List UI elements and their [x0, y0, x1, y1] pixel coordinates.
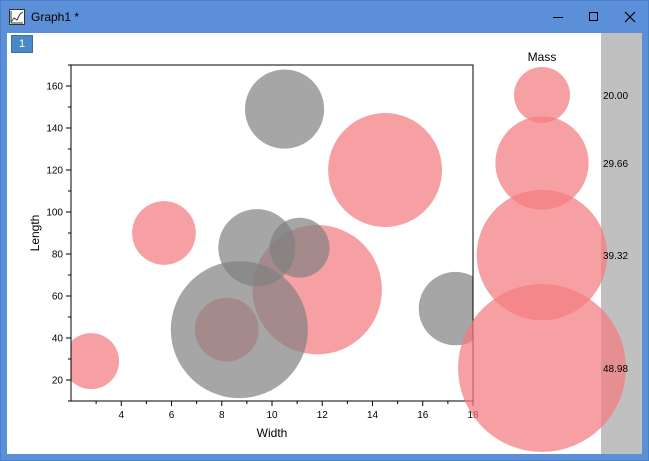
x-axis-label: Width	[257, 426, 288, 440]
x-tick-label: 14	[367, 410, 379, 421]
bubble-0-4	[328, 113, 443, 227]
x-tick-label: 12	[317, 410, 329, 421]
x-tick-label: 8	[219, 410, 225, 421]
title-bar[interactable]: Graph1 *	[1, 1, 648, 33]
x-tick-label: 10	[266, 410, 278, 421]
minimize-button[interactable]	[540, 1, 576, 33]
y-tick-label: 20	[52, 376, 64, 387]
minimize-icon	[553, 17, 563, 18]
bubble-0-0	[71, 333, 120, 390]
bubble-1-4	[418, 271, 473, 346]
size-legend-bubble	[458, 284, 626, 452]
maximize-icon	[589, 12, 598, 21]
bubble-1-0	[244, 69, 325, 149]
x-tick-label: 4	[118, 410, 124, 421]
x-tick-label: 16	[417, 410, 429, 421]
y-axis-label: Length	[28, 215, 42, 252]
y-tick-label: 160	[46, 82, 63, 93]
bubble-1-3	[170, 261, 308, 399]
size-legend-label: 48.98	[603, 364, 628, 375]
y-tick-label: 40	[52, 334, 64, 345]
y-tick-label: 120	[46, 166, 63, 177]
size-legend-bubble	[495, 116, 589, 210]
x-tick-label: 6	[169, 410, 175, 421]
size-legend-label: 29.66	[603, 159, 628, 170]
window-title: Graph1 *	[31, 10, 80, 24]
size-legend-title: Mass	[528, 50, 557, 64]
y-tick-label: 80	[52, 250, 64, 261]
bubble-0-1	[132, 201, 196, 265]
graph-window-icon	[9, 9, 25, 25]
close-icon	[624, 11, 636, 23]
size-legend-bubble	[476, 189, 608, 321]
y-tick-label: 100	[46, 208, 63, 219]
y-tick-label: 140	[46, 124, 63, 135]
size-legend-bubble	[514, 67, 570, 123]
y-tick-label: 60	[52, 292, 64, 303]
maximize-button[interactable]	[576, 1, 612, 33]
layer-tab[interactable]: 1	[11, 35, 33, 53]
close-button[interactable]	[612, 1, 648, 33]
size-legend-label: 20.00	[603, 91, 628, 102]
size-legend-label: 39.32	[603, 251, 628, 262]
bubble-1-2	[269, 217, 330, 278]
